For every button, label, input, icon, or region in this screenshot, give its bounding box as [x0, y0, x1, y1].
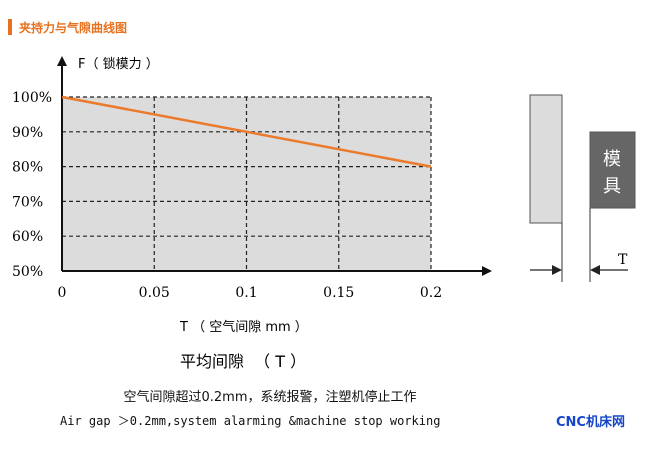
section-header: 夹持力与气隙曲线图 — [8, 18, 127, 36]
mold-label-1: 模 — [603, 149, 621, 170]
header-accent-bar — [8, 19, 12, 35]
y-tick-label: 60% — [12, 229, 43, 245]
x-tick-labels: 0 0.05 0.1 0.15 0.2 — [58, 285, 443, 301]
chart-subtitle: 平均间隙 （ T ） — [180, 352, 306, 371]
arrowhead-icon — [590, 265, 600, 275]
y-tick-labels: 100% 90% 80% 70% 60% 50% — [12, 90, 52, 280]
mold-block — [589, 131, 636, 209]
x-tick-label: 0.2 — [420, 285, 442, 301]
y-tick-label: 100% — [12, 90, 52, 106]
y-tick-label: 90% — [12, 125, 43, 141]
x-tick-label: 0.15 — [323, 285, 354, 301]
header-title: 夹持力与气隙曲线图 — [19, 20, 128, 35]
mold-label-2: 具 — [603, 176, 621, 197]
x-tick-label: 0.1 — [235, 285, 257, 301]
watermark: CNC机床网 — [556, 415, 625, 430]
axes — [57, 56, 492, 276]
note-english: Air gap ＞0.2mm,system alarming &machine … — [60, 414, 441, 428]
x-axis-arrow-icon — [482, 266, 492, 276]
y-tick-label: 80% — [12, 160, 43, 176]
y-tick-label: 50% — [12, 264, 43, 280]
y-tick-label: 70% — [12, 194, 43, 210]
y-axis-label: F（ 锁模力 ） — [78, 56, 159, 72]
gap-label: T — [618, 252, 628, 268]
y-axis-arrow-icon — [57, 56, 67, 66]
note-chinese: 空气间隙超过0.2mm，系统报警，注塑机停止工作 — [123, 390, 417, 405]
x-tick-label: 0 — [58, 285, 67, 301]
arrowhead-icon — [552, 265, 562, 275]
plate-left — [529, 94, 563, 224]
series — [61, 95, 432, 168]
series-line — [61, 95, 432, 168]
x-tick-label: 0.05 — [139, 285, 170, 301]
gap-diagram: 模 具 T — [529, 94, 636, 282]
x-axis-label: T （ 空气间隙 mm ） — [179, 319, 308, 335]
